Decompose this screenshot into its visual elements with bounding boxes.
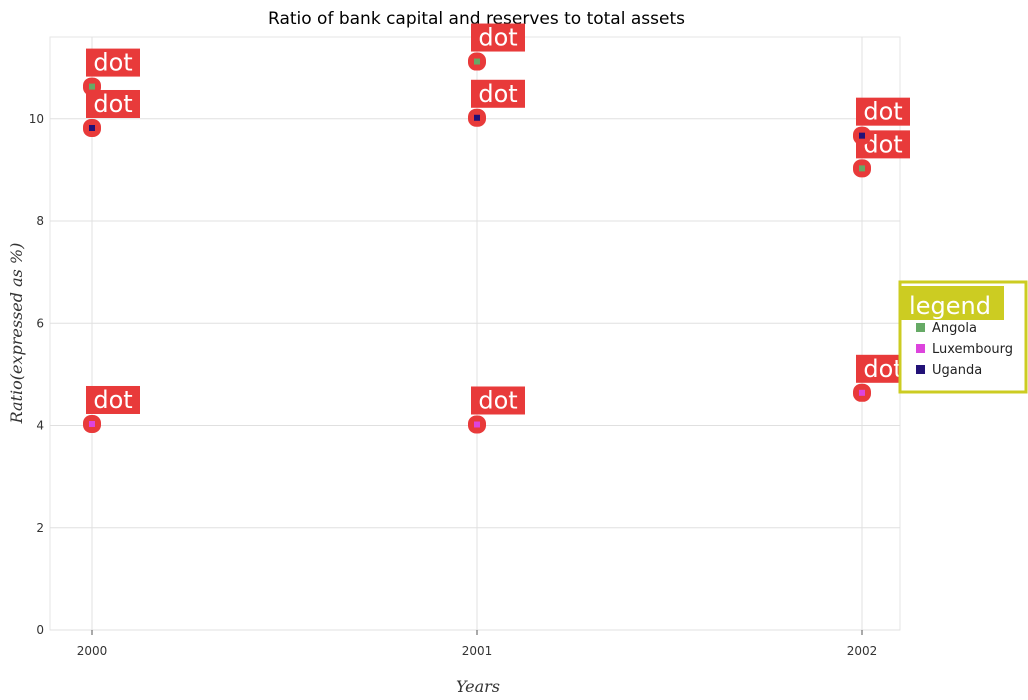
y-tick-label: 2 bbox=[36, 521, 44, 535]
x-tick-label: 2001 bbox=[462, 644, 493, 658]
legend-label-uganda: Uganda bbox=[932, 363, 982, 378]
point-uganda bbox=[859, 132, 865, 139]
y-tick-label: 10 bbox=[29, 112, 44, 126]
y-tick-label: 4 bbox=[36, 419, 44, 433]
legend-swatch-luxembourg bbox=[916, 344, 925, 353]
legend-title: legend bbox=[909, 292, 991, 320]
point-luxembourg bbox=[474, 421, 480, 428]
point-luxembourg bbox=[89, 420, 95, 427]
point-badge bbox=[86, 48, 140, 77]
x-tick-label: 2002 bbox=[847, 644, 878, 658]
point-badge bbox=[86, 385, 140, 414]
legend-title-bg bbox=[900, 286, 1004, 320]
point-badge-label: dot bbox=[93, 386, 132, 414]
chart-title: Ratio of bank capital and reserves to to… bbox=[268, 9, 685, 29]
point-badge-label: dot bbox=[93, 49, 132, 77]
point-badge bbox=[471, 23, 525, 52]
point-badge bbox=[471, 79, 525, 108]
point-angola bbox=[89, 83, 95, 90]
y-tick-label: 0 bbox=[36, 623, 44, 637]
point-angola bbox=[859, 165, 865, 172]
point-badge-label: dot bbox=[863, 98, 902, 126]
axis-ticks: 0 2 4 6 8 10 2000 2001 2002 bbox=[29, 112, 878, 658]
point-badge-label: dot bbox=[478, 386, 517, 414]
point-badge bbox=[856, 97, 910, 126]
point-badge-label: dot bbox=[478, 24, 517, 52]
point-badge-label: dot bbox=[93, 90, 132, 118]
point-uganda bbox=[474, 114, 480, 121]
point-luxembourg bbox=[859, 389, 865, 396]
legend-swatch-angola bbox=[916, 323, 925, 332]
point-badge bbox=[86, 89, 140, 118]
legend-swatch-uganda bbox=[916, 365, 925, 374]
point-badge bbox=[471, 386, 525, 415]
point-uganda bbox=[89, 124, 95, 131]
point-angola bbox=[474, 58, 480, 65]
point-badge-label: dot bbox=[863, 355, 902, 383]
x-axis-label: Years bbox=[456, 677, 500, 696]
y-tick-label: 8 bbox=[36, 214, 44, 228]
x-tick-label: 2000 bbox=[77, 644, 108, 658]
legend-label-luxembourg: Luxembourg bbox=[932, 342, 1013, 357]
point-badge-label: dot bbox=[478, 80, 517, 108]
y-axis-label: Ratio(expressed as %) bbox=[7, 243, 26, 425]
y-tick-label: 6 bbox=[36, 316, 44, 330]
legend-label-angola: Angola bbox=[932, 321, 977, 336]
